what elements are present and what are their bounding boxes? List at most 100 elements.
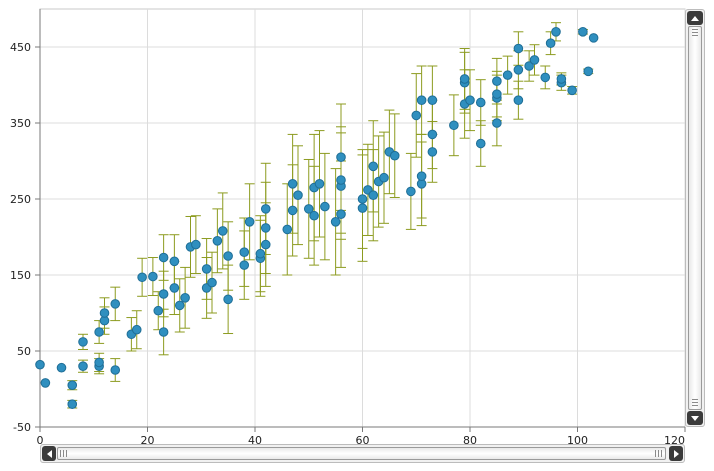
data-point: [78, 361, 88, 372]
data-point: [56, 362, 67, 373]
data-point: [427, 95, 438, 105]
data-point: [357, 203, 368, 213]
data-point: [475, 138, 486, 149]
data-point: [427, 147, 438, 157]
x-tick-label: 80: [463, 434, 477, 447]
data-point: [303, 204, 314, 214]
x-tick-label: 20: [141, 434, 155, 447]
horizontal-scroll-thumb[interactable]: [57, 447, 666, 460]
y-tick-label: 150: [10, 269, 31, 282]
data-point: [158, 252, 169, 263]
data-point: [287, 179, 298, 189]
x-tick-label: 40: [248, 434, 262, 447]
data-point: [94, 357, 104, 368]
data-point: [556, 74, 567, 84]
data-point: [330, 217, 341, 227]
y-tick-label: 50: [17, 345, 31, 358]
data-point: [78, 337, 88, 347]
data-point: [513, 95, 524, 105]
x-axis-ticks: 0 20 40 60 80 100 120: [37, 427, 686, 447]
arrow-up-icon: [691, 15, 699, 21]
data-point: [368, 190, 379, 200]
data-point: [287, 205, 298, 216]
data-point: [217, 226, 228, 236]
data-point: [416, 95, 427, 105]
data-point: [169, 256, 180, 267]
data-point: [174, 300, 185, 311]
data-point: [416, 171, 427, 181]
data-point: [131, 324, 142, 335]
data-point: [110, 365, 121, 375]
data-point: [449, 120, 459, 131]
data-point: [427, 129, 438, 140]
data-point: [169, 283, 180, 293]
data-point: [191, 239, 201, 250]
data-point: [379, 172, 389, 183]
y-tick-label: 250: [10, 193, 31, 206]
data-point: [158, 289, 169, 299]
scroll-up-button[interactable]: [687, 11, 703, 25]
grip-icon: [655, 450, 663, 457]
data-point: [411, 110, 422, 121]
data-point: [244, 217, 255, 227]
data-point: [583, 66, 594, 77]
data-point: [492, 89, 502, 99]
data-point: [260, 223, 271, 233]
horizontal-scrollbar[interactable]: [40, 444, 685, 463]
data-point: [492, 76, 502, 86]
x-tick-label: 100: [567, 434, 588, 447]
grip-icon: [692, 399, 698, 407]
data-point: [502, 70, 513, 80]
data-point: [529, 55, 540, 65]
x-tick-label: 60: [356, 434, 370, 447]
vertical-scroll-thumb[interactable]: [688, 26, 702, 410]
data-point: [540, 72, 551, 83]
data-point: [389, 150, 400, 161]
data-point: [513, 43, 524, 54]
y-axis-ticks: -50 50 150 250 350 450: [10, 41, 40, 434]
arrow-left-icon: [46, 449, 52, 458]
data-point: [357, 194, 368, 204]
data-point: [545, 38, 556, 49]
data-point: [94, 327, 104, 337]
data-point: [148, 271, 158, 282]
data-point: [239, 260, 250, 270]
data-point: [282, 224, 293, 235]
y-tick-label: -50: [13, 421, 31, 434]
data-point: [67, 399, 78, 410]
data-point: [578, 27, 588, 37]
data-point: [459, 74, 470, 84]
data-point: [588, 33, 599, 43]
data-point: [368, 161, 379, 172]
data-points: [35, 27, 599, 410]
data-point: [336, 209, 346, 219]
data-point: [293, 190, 303, 200]
data-point: [99, 308, 110, 318]
grip-icon: [692, 29, 698, 37]
scroll-right-button[interactable]: [669, 446, 683, 461]
data-point: [260, 239, 271, 250]
data-point: [223, 251, 233, 261]
vertical-scrollbar[interactable]: [685, 9, 705, 427]
data-point: [513, 65, 524, 75]
data-point: [239, 247, 250, 257]
y-tick-label: 350: [10, 117, 31, 130]
scroll-down-button[interactable]: [687, 411, 703, 425]
y-tick-label: 450: [10, 41, 31, 54]
data-point: [35, 359, 45, 370]
data-point: [158, 327, 169, 337]
scroll-left-button[interactable]: [42, 446, 56, 461]
data-point: [567, 85, 577, 96]
data-point: [110, 299, 121, 309]
data-point: [255, 248, 266, 259]
data-point: [551, 27, 561, 37]
data-point: [67, 380, 78, 391]
data-point: [201, 264, 212, 274]
data-point: [137, 272, 147, 283]
data-point: [153, 305, 164, 316]
data-point: [465, 95, 475, 105]
arrow-down-icon: [691, 415, 699, 421]
data-point: [309, 210, 319, 221]
x-tick-label: 0: [37, 434, 44, 447]
